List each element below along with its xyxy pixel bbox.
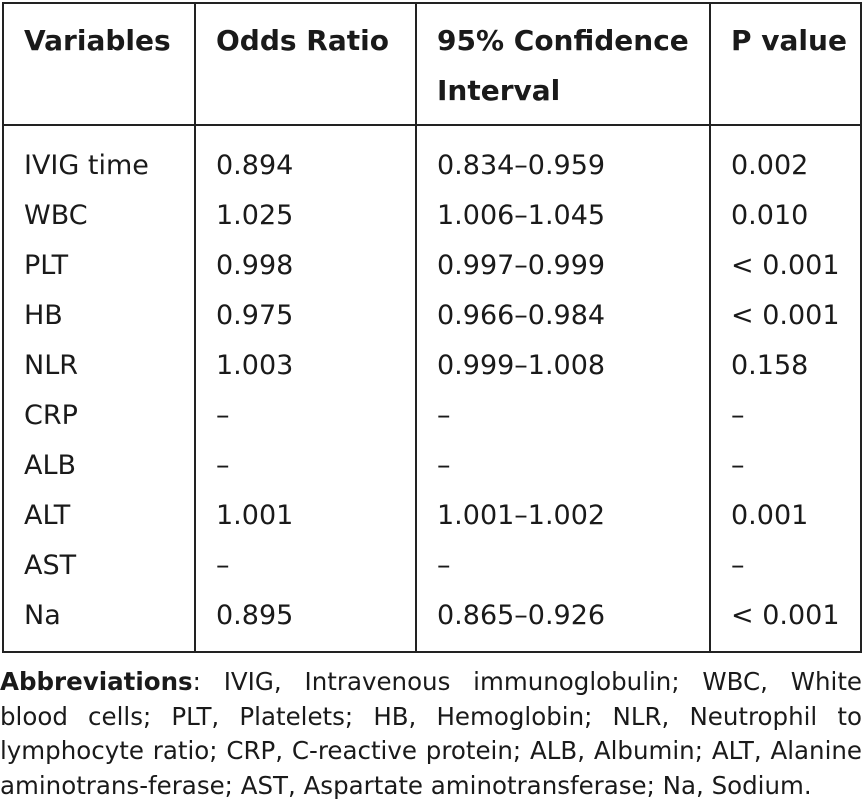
- cell-odds-ratio: 0.998: [194, 241, 417, 291]
- cell-odds-ratio: –: [194, 391, 417, 441]
- table-row: ALT 1.001 1.001–1.002 0.001: [2, 491, 862, 541]
- cell-confidence-interval: 0.997–0.999: [415, 241, 711, 291]
- cell-confidence-interval: 1.001–1.002: [415, 491, 711, 541]
- cell-variable: CRP: [2, 391, 196, 441]
- cell-variable: Na: [2, 591, 196, 653]
- table-row: IVIG time 0.894 0.834–0.959 0.002: [2, 125, 862, 191]
- cell-odds-ratio: –: [194, 541, 417, 591]
- cell-p-value: 0.010: [709, 191, 862, 241]
- table-row: AST – – –: [2, 541, 862, 591]
- footnote-text: : IVIG, Intravenous immunoglobulin; WBC,…: [0, 667, 862, 800]
- cell-odds-ratio: 0.894: [194, 125, 417, 191]
- cell-odds-ratio: 1.003: [194, 341, 417, 391]
- cell-p-value: 0.001: [709, 491, 862, 541]
- cell-variable: NLR: [2, 341, 196, 391]
- cell-variable: IVIG time: [2, 125, 196, 191]
- header-confidence-interval: 95% Confidence Interval: [415, 2, 711, 126]
- cell-p-value: 0.158: [709, 341, 862, 391]
- cell-p-value: 0.002: [709, 125, 862, 191]
- cell-p-value: < 0.001: [709, 241, 862, 291]
- cell-confidence-interval: –: [415, 391, 711, 441]
- cell-confidence-interval: 0.834–0.959: [415, 125, 711, 191]
- table-row: ALB – – –: [2, 441, 862, 491]
- cell-confidence-interval: –: [415, 441, 711, 491]
- cell-p-value: –: [709, 441, 862, 491]
- cell-odds-ratio: 0.895: [194, 591, 417, 653]
- footnote-label: Abbreviations: [0, 667, 193, 696]
- table-row: Na 0.895 0.865–0.926 < 0.001: [2, 591, 862, 653]
- cell-odds-ratio: –: [194, 441, 417, 491]
- table-row: CRP – – –: [2, 391, 862, 441]
- header-odds-ratio: Odds Ratio: [194, 2, 417, 126]
- cell-variable: WBC: [2, 191, 196, 241]
- table-row: NLR 1.003 0.999–1.008 0.158: [2, 341, 862, 391]
- cell-variable: ALB: [2, 441, 196, 491]
- cell-variable: PLT: [2, 241, 196, 291]
- odds-ratio-table-container: Variables Odds Ratio 95% Confidence Inte…: [2, 2, 862, 653]
- cell-confidence-interval: –: [415, 541, 711, 591]
- table-row: WBC 1.025 1.006–1.045 0.010: [2, 191, 862, 241]
- cell-p-value: < 0.001: [709, 591, 862, 653]
- cell-odds-ratio: 0.975: [194, 291, 417, 341]
- cell-confidence-interval: 0.865–0.926: [415, 591, 711, 653]
- cell-confidence-interval: 0.999–1.008: [415, 341, 711, 391]
- cell-variable: AST: [2, 541, 196, 591]
- header-p-value: P value: [709, 2, 862, 126]
- cell-confidence-interval: 1.006–1.045: [415, 191, 711, 241]
- cell-p-value: < 0.001: [709, 291, 862, 341]
- cell-odds-ratio: 1.025: [194, 191, 417, 241]
- cell-p-value: –: [709, 541, 862, 591]
- cell-variable: ALT: [2, 491, 196, 541]
- cell-variable: HB: [2, 291, 196, 341]
- table-row: PLT 0.998 0.997–0.999 < 0.001: [2, 241, 862, 291]
- table-row: HB 0.975 0.966–0.984 < 0.001: [2, 291, 862, 341]
- cell-confidence-interval: 0.966–0.984: [415, 291, 711, 341]
- header-variables: Variables: [2, 2, 196, 126]
- cell-odds-ratio: 1.001: [194, 491, 417, 541]
- table-header-row: Variables Odds Ratio 95% Confidence Inte…: [2, 2, 862, 126]
- cell-p-value: –: [709, 391, 862, 441]
- abbreviations-footnote: Abbreviations: IVIG, Intravenous immunog…: [0, 665, 862, 803]
- odds-ratio-table: Variables Odds Ratio 95% Confidence Inte…: [2, 2, 862, 653]
